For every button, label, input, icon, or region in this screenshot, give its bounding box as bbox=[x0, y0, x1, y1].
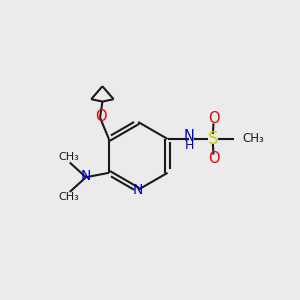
Text: N: N bbox=[81, 169, 91, 183]
Text: N: N bbox=[184, 129, 195, 144]
Text: O: O bbox=[208, 111, 219, 126]
Text: O: O bbox=[95, 109, 107, 124]
Text: CH₃: CH₃ bbox=[58, 152, 79, 162]
Text: CH₃: CH₃ bbox=[242, 133, 264, 146]
Text: CH₃: CH₃ bbox=[58, 192, 79, 202]
Text: H: H bbox=[184, 139, 194, 152]
Text: O: O bbox=[208, 152, 219, 166]
Text: S: S bbox=[208, 130, 218, 148]
Text: N: N bbox=[133, 183, 143, 197]
